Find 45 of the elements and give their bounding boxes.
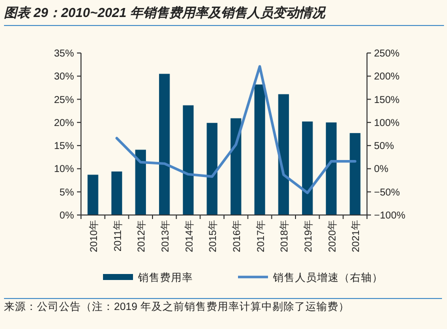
- bar: [111, 171, 122, 215]
- legend-label: 销售费用率: [137, 271, 193, 284]
- chart-title: 图表 29：2010~2021 年销售费用率及销售人员变动情况: [4, 4, 444, 26]
- bar: [182, 105, 194, 215]
- x-tick-label: 2016年: [230, 220, 243, 252]
- x-tick-label: 2020年: [326, 220, 338, 252]
- y-tick-label: 0%: [60, 210, 74, 222]
- x-tick-label: 2021年: [350, 220, 362, 252]
- source-note: 来源：公司公告（注：2019 年及之前销售费用率计算中剔除了运输费）: [4, 298, 442, 314]
- y-tick-label: 5%: [60, 187, 74, 198]
- bar: [278, 94, 289, 215]
- x-tick-label: 2010年: [88, 220, 100, 252]
- x-tick-label: 2014年: [183, 220, 196, 252]
- line-series: [115, 65, 356, 194]
- bar: [135, 150, 146, 215]
- y-tick-label: 35%: [54, 48, 74, 60]
- x-tick-label: 2011年: [112, 220, 124, 252]
- x-tick-label: 2015年: [207, 220, 220, 252]
- x-tick-label: 2018年: [278, 220, 291, 252]
- bar: [326, 122, 337, 215]
- x-tick-label: 2017年: [254, 220, 267, 252]
- x-tick-label: 2012年: [136, 220, 148, 252]
- y-tick-label: 20%: [54, 118, 74, 129]
- y-tick-label: 25%: [54, 94, 74, 106]
- y2-tick-label: 250%: [374, 48, 400, 60]
- x-tick-label: 2019年: [302, 220, 314, 252]
- x-tick-label: 2013年: [159, 220, 172, 252]
- bar: [230, 118, 242, 215]
- y2-tick-label: 50%: [374, 141, 394, 152]
- y-tick-label: 30%: [54, 72, 74, 83]
- legend-label: 销售人员增速（右轴）: [272, 271, 383, 284]
- y2-tick-label: −50%: [374, 187, 400, 198]
- y2-tick-label: 200%: [374, 72, 400, 83]
- y2-tick-label: −100%: [374, 210, 406, 222]
- y2-tick-label: 100%: [374, 118, 400, 129]
- y-tick-label: 10%: [54, 164, 74, 176]
- bar: [254, 84, 266, 215]
- bar: [302, 122, 313, 215]
- y-tick-label: 15%: [54, 141, 74, 152]
- y2-tick-label: 0%: [374, 164, 389, 176]
- y2-tick-label: 150%: [374, 94, 400, 106]
- bar: [206, 122, 218, 215]
- bar: [88, 174, 98, 215]
- bar: [159, 74, 170, 215]
- bar: [350, 133, 360, 215]
